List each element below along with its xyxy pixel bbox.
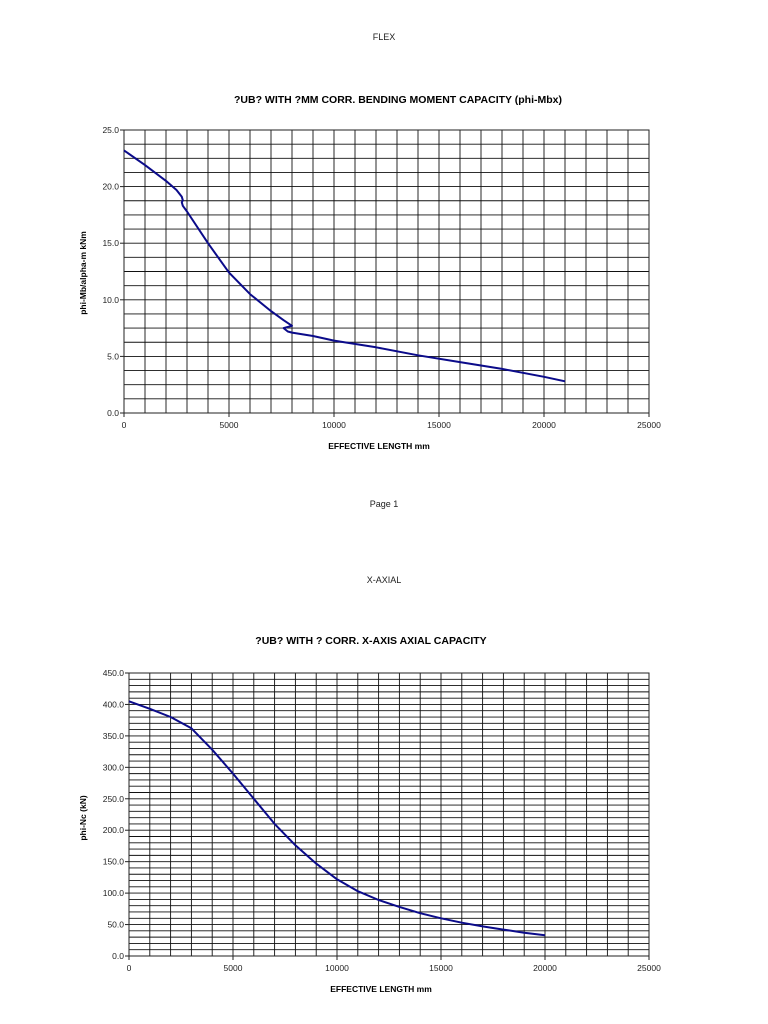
- svg-text:50.0: 50.0: [107, 920, 124, 930]
- section-label-x-axial: X-AXIAL: [366, 575, 402, 585]
- svg-text:450.0: 450.0: [103, 668, 125, 678]
- chart2-title: ?UB? WITH ? CORR. X-AXIS AXIAL CAPACITY: [255, 635, 487, 647]
- grid: [123, 129, 650, 414]
- svg-text:25000: 25000: [637, 420, 661, 430]
- svg-text:200.0: 200.0: [103, 825, 125, 835]
- data-series-line: [123, 149, 566, 383]
- svg-text:300.0: 300.0: [103, 762, 125, 772]
- svg-text:20000: 20000: [533, 963, 557, 973]
- svg-text:150.0: 150.0: [103, 857, 125, 867]
- svg-text:400.0: 400.0: [103, 699, 125, 709]
- chart1-plot: 0.0 5.0 10.0 15.0 20.0 25.0 0 5000 10000 15000 200…: [102, 125, 661, 430]
- svg-text:100.0: 100.0: [103, 888, 125, 898]
- y-axis: 0.0 5.0 10.0 15.0 20.0 25.0: [102, 125, 124, 418]
- svg-text:25.0: 25.0: [102, 125, 119, 135]
- section-label-flex: FLEX: [372, 32, 396, 42]
- y-axis: 0.0 50.0 100.0 150.0 200.0 250.0 300.0 350.0 400…: [103, 668, 129, 961]
- svg-text:0: 0: [122, 420, 127, 430]
- chart2-x-axis-label: EFFECTIVE LENGTH mm: [330, 984, 432, 994]
- chart1-x-axis-label: EFFECTIVE LENGTH mm: [328, 441, 430, 451]
- chart1-title: ?UB? WITH ?MM CORR. BENDING MOMENT CAPAC…: [234, 94, 562, 106]
- data-series-line: [128, 700, 546, 937]
- svg-text:10.0: 10.0: [102, 295, 119, 305]
- svg-text:0: 0: [127, 963, 132, 973]
- x-axis: 0 5000 10000 15000 20000 25000: [127, 956, 661, 973]
- svg-text:15000: 15000: [429, 963, 453, 973]
- svg-text:5000: 5000: [220, 420, 239, 430]
- svg-text:15000: 15000: [427, 420, 451, 430]
- svg-text:5.0: 5.0: [107, 351, 119, 361]
- svg-text:20000: 20000: [532, 420, 556, 430]
- x-axis: 0 5000 10000 15000 20000 25000: [122, 413, 661, 430]
- svg-text:5000: 5000: [224, 963, 243, 973]
- svg-text:25000: 25000: [637, 963, 661, 973]
- svg-text:0.0: 0.0: [112, 951, 124, 961]
- svg-text:10000: 10000: [325, 963, 349, 973]
- svg-text:350.0: 350.0: [103, 731, 125, 741]
- svg-text:0.0: 0.0: [107, 408, 119, 418]
- svg-text:10000: 10000: [322, 420, 346, 430]
- svg-text:250.0: 250.0: [103, 794, 125, 804]
- grid: [128, 672, 650, 957]
- page-footer: Page 1: [369, 499, 399, 509]
- svg-text:15.0: 15.0: [102, 238, 119, 248]
- svg-text:20.0: 20.0: [102, 182, 119, 192]
